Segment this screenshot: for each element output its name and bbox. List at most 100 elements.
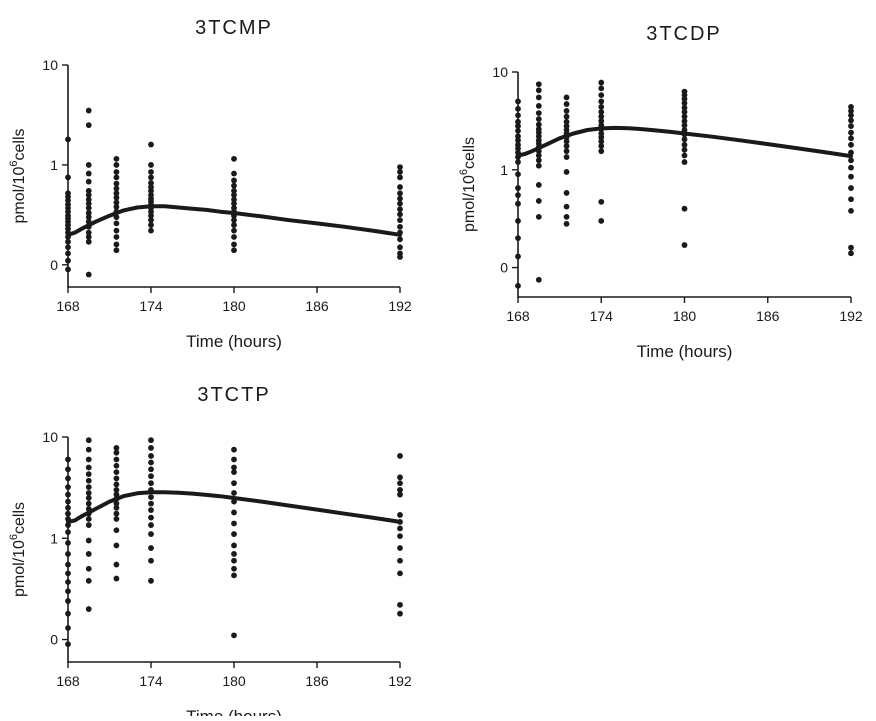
- data-point: [397, 533, 403, 540]
- data-point: [681, 96, 688, 102]
- data-point: [113, 227, 120, 234]
- data-point: [113, 510, 120, 517]
- data-point: [113, 174, 120, 181]
- data-point: [598, 113, 605, 120]
- data-point: [231, 557, 237, 564]
- data-point: [85, 477, 92, 484]
- data-point: [397, 487, 403, 493]
- data-point: [535, 157, 542, 164]
- data-point: [113, 475, 120, 482]
- data-point: [231, 192, 237, 198]
- data-point: [598, 85, 605, 92]
- data-point: [563, 113, 570, 120]
- data-point: [535, 87, 542, 94]
- data-point: [231, 542, 237, 549]
- data-point: [113, 516, 120, 522]
- y-tick-label: 10: [42, 57, 58, 73]
- data-point: [515, 137, 521, 144]
- data-point: [85, 551, 92, 557]
- data-point: [85, 196, 92, 203]
- data-point: [65, 174, 71, 181]
- data-point: [231, 247, 237, 254]
- x-tick-label: 168: [506, 308, 530, 324]
- data-point: [65, 561, 71, 568]
- data-point: [231, 446, 237, 453]
- data-point: [848, 196, 854, 203]
- data-point: [148, 494, 154, 500]
- data-point: [113, 575, 120, 582]
- data-point: [85, 200, 92, 207]
- data-point: [535, 94, 542, 101]
- data-point: [397, 211, 403, 218]
- data-point: [65, 529, 71, 536]
- data-point: [65, 579, 71, 585]
- data-point: [65, 504, 71, 511]
- data-point: [113, 449, 120, 456]
- x-axis-label: Time (hours): [637, 342, 733, 361]
- data-point: [598, 134, 605, 141]
- data-point: [148, 453, 154, 459]
- data-point: [113, 204, 120, 210]
- data-point: [85, 537, 92, 544]
- data-point: [231, 182, 237, 189]
- data-point: [848, 207, 854, 214]
- data-point: [148, 227, 154, 234]
- data-point: [85, 107, 92, 114]
- data-point: [148, 169, 154, 175]
- y-tick-label: 0: [50, 632, 58, 648]
- data-point: [535, 162, 542, 169]
- data-point: [231, 464, 237, 471]
- data-point: [397, 184, 403, 190]
- data-point: [535, 152, 542, 159]
- data-point: [65, 208, 71, 215]
- data-point: [397, 244, 403, 251]
- data-point: [848, 244, 854, 251]
- data-point: [148, 217, 154, 224]
- data-point: [65, 588, 71, 595]
- data-point: [65, 257, 71, 264]
- data-point: [65, 136, 71, 143]
- data-point: [681, 141, 688, 148]
- data-point: [85, 437, 92, 444]
- data-point: [515, 112, 521, 119]
- data-point: [148, 437, 154, 444]
- data-point: [848, 123, 854, 129]
- data-point: [397, 254, 403, 260]
- data-point: [397, 610, 403, 617]
- data-point: [397, 174, 403, 181]
- data-point: [113, 180, 120, 187]
- fit-curve: [516, 125, 853, 159]
- fit-curve: [66, 490, 402, 524]
- data-point: [681, 109, 688, 115]
- x-tick-label: 174: [139, 673, 163, 689]
- data-point: [681, 104, 688, 111]
- data-point: [515, 192, 521, 199]
- data-point: [113, 469, 120, 476]
- data-point: [397, 453, 403, 459]
- chart-panel-3tctp: 3TCTP 0 1 10 168 174 180 186 192 Time (hours) pmol…: [8, 384, 412, 721]
- data-point: [563, 190, 570, 196]
- data-point: [65, 570, 71, 577]
- data-point: [148, 222, 154, 228]
- data-point: [563, 220, 570, 227]
- data-point: [848, 173, 854, 180]
- data-point: [848, 108, 854, 114]
- data-point: [397, 190, 403, 197]
- data-point: [563, 169, 570, 175]
- data-point: [148, 545, 154, 551]
- data-point: [65, 510, 71, 517]
- data-point: [65, 456, 71, 463]
- data-point: [848, 103, 854, 110]
- data-point: [598, 92, 605, 99]
- data-point: [598, 79, 605, 86]
- data-point: [148, 473, 154, 480]
- data-point: [598, 118, 605, 124]
- data-point: [65, 498, 71, 505]
- data-point: [563, 101, 570, 107]
- data-point: [85, 214, 92, 221]
- data-point: [397, 480, 403, 487]
- data-point: [65, 491, 71, 498]
- data-point: [85, 522, 92, 528]
